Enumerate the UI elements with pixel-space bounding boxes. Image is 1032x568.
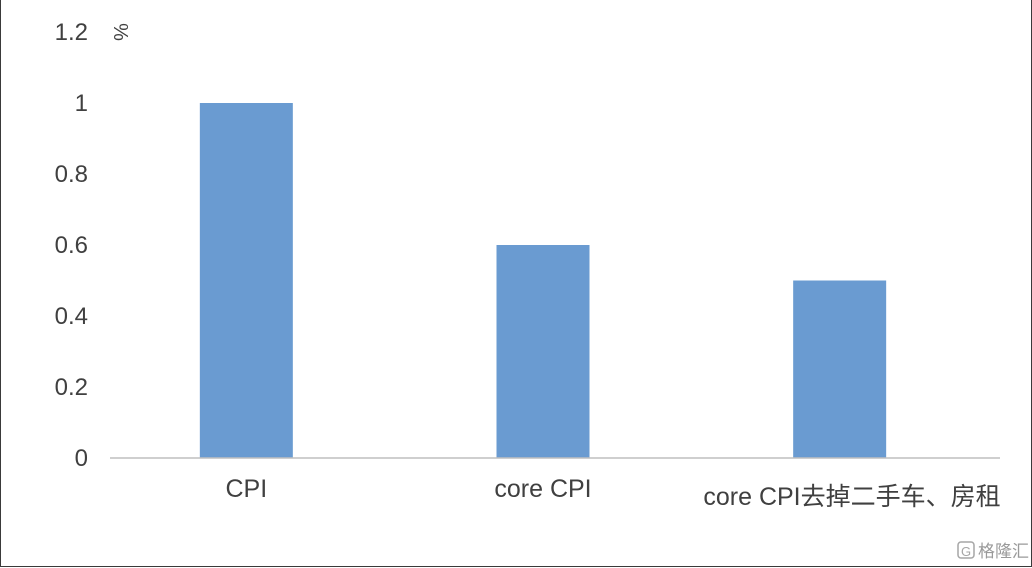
y-tick-label: 0.2 (55, 374, 88, 401)
category-label: core CPI (494, 475, 591, 503)
g-logo-glyph: G (961, 544, 971, 559)
y-tick-label: 0.8 (55, 161, 88, 188)
y-tick-label: 0.6 (55, 232, 88, 259)
bar (199, 103, 293, 458)
bar (496, 245, 590, 458)
category-label: core CPI去掉二手车、房租 (703, 483, 1000, 511)
watermark-text: 格隆汇 (978, 542, 1029, 561)
y-tick-label: 1 (75, 90, 88, 117)
bars (199, 103, 887, 458)
y-tick-label: 0 (75, 445, 88, 472)
g-logo-icon (957, 541, 975, 559)
category-labels: CPI core CPI core CPI去掉二手车、房租 (225, 475, 1000, 511)
y-tick-label: 1.2 (55, 19, 88, 46)
y-tick-label: 0.4 (55, 303, 88, 330)
watermark: G 格隆汇 (957, 541, 1029, 561)
category-label: CPI (225, 475, 267, 503)
bar (793, 280, 887, 458)
y-axis-ticks: 0 0.2 0.4 0.6 0.8 1 1.2 (55, 19, 88, 472)
y-axis-unit: % (109, 23, 131, 41)
